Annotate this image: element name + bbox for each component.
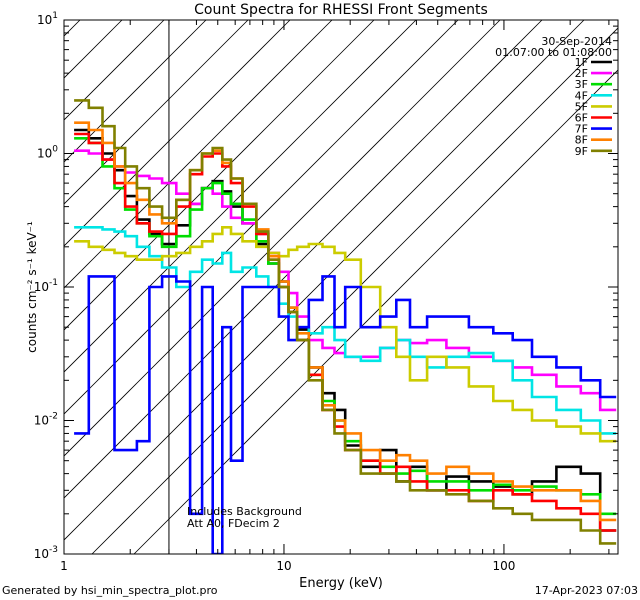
series-layer [74, 99, 617, 554]
legend-time-range: 01:07:00 to 01:08:00 [495, 46, 612, 59]
legend-label-9F: 9F [575, 145, 588, 158]
legend-label-8F: 8F [575, 134, 588, 147]
footer-timestamp: 17-Apr-2023 07:03 [535, 584, 638, 597]
hatch-line [64, 20, 249, 205]
legend-label-4F: 4F [575, 89, 588, 102]
hatch-line [64, 20, 375, 331]
hatch-line [64, 20, 585, 541]
hatch-line [64, 20, 291, 247]
axis-ticks [63, 19, 618, 555]
legend-label-7F: 7F [575, 123, 588, 136]
series-1F [74, 128, 617, 532]
hatch-line [64, 20, 165, 121]
x-tick-labels: 1 10 100 [60, 559, 515, 573]
x-tick-label: 10 [276, 559, 291, 573]
x-axis-label: Energy (keV) [299, 576, 383, 591]
annotation-attenuator: Att A0, FDecim 2 [187, 517, 280, 530]
x-tick-label: 1 [60, 559, 68, 573]
y-tick-label: 10-2 [34, 412, 58, 428]
y-axis-label: counts cm⁻² s⁻¹ keV⁻¹ [25, 221, 39, 353]
legend-date: 30-Sep-2014 [541, 35, 612, 48]
y-tick-label: 101 [37, 11, 58, 27]
legend-label-6F: 6F [575, 112, 588, 125]
legend-label-1F: 1F [575, 56, 588, 69]
legend-label-3F: 3F [575, 78, 588, 91]
annotation-background: Includes Background [187, 505, 302, 518]
y-tick-label: 10-1 [34, 278, 58, 294]
legend-label-5F: 5F [575, 100, 588, 113]
hatch-line [64, 20, 207, 163]
y-tick-label: 100 [37, 145, 58, 161]
plot-frame [63, 19, 619, 555]
chart-title: Count Spectra for RHESSI Front Segments [194, 2, 488, 18]
series-5F [74, 226, 617, 443]
series-6F [74, 132, 617, 532]
hatch-line [64, 20, 123, 79]
legend-label-2F: 2F [575, 67, 588, 80]
hatch-line [64, 20, 501, 457]
background-hatch-region [64, 20, 618, 554]
y-tick-label: 10-3 [34, 545, 58, 561]
footer-generated-by: Generated by hsi_min_spectra_plot.pro [2, 584, 218, 597]
y-tick-labels: 101 100 10-1 10-2 10-3 [34, 11, 59, 561]
x-tick-label: 100 [492, 559, 515, 573]
series-9F [74, 99, 617, 545]
